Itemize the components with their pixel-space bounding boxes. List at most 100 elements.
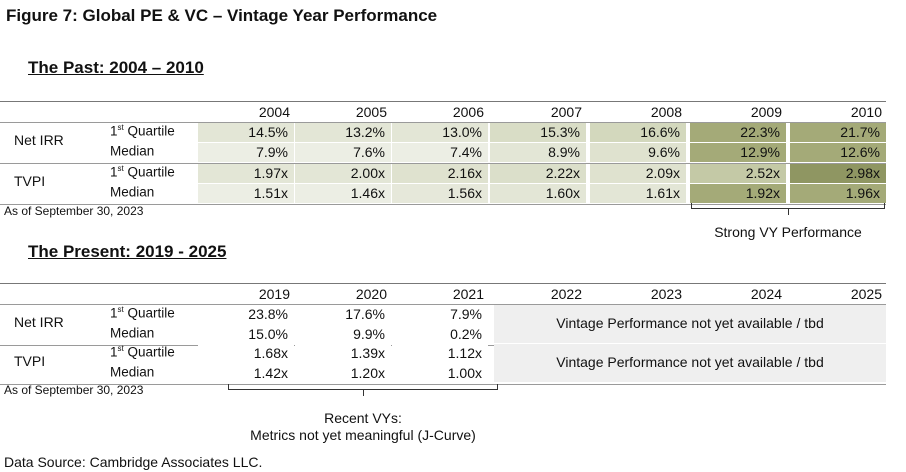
past-year-2005: 2005: [355, 104, 387, 120]
past-year-2007: 2007: [550, 104, 582, 120]
past-value-cell: 1.92x: [690, 184, 786, 203]
past-year-2004: 2004: [258, 104, 290, 120]
figure-title: Figure 7: Global PE & VC – Vintage Year …: [6, 6, 438, 25]
present-value-cell: 1.20x: [295, 364, 391, 383]
past-value-cell: 12.6%: [790, 143, 886, 162]
row-label-sup: st: [117, 344, 124, 353]
present-value-cell: 1.39x: [295, 344, 391, 363]
present-year-2024: 2024: [750, 286, 782, 302]
past-value-cell: 1.46x: [295, 184, 391, 203]
recent-vy-bracket: [228, 384, 498, 390]
present-as-of-note: As of September 30, 2023: [4, 383, 144, 397]
past-value-cell: 22.3%: [690, 123, 786, 142]
past-value-cell: 9.6%: [590, 143, 686, 162]
present-value-cell: 1.00x: [392, 364, 488, 383]
present-year-2022: 2022: [550, 286, 582, 302]
present-na-block-1: [494, 344, 886, 382]
present-value-cell: 1.42x: [198, 364, 294, 383]
past-group-label-1: TVPI: [14, 173, 46, 189]
row-label-sup: st: [117, 305, 124, 314]
row-label-rest: Quartile: [123, 164, 175, 180]
row-label-main: 1: [110, 344, 118, 360]
past-year-2008: 2008: [650, 104, 682, 120]
present-row-label-1-1: Median: [110, 364, 154, 380]
past-value-cell: 13.2%: [295, 123, 391, 142]
present-year-2021: 2021: [452, 286, 484, 302]
present-value-cell: 0.2%: [392, 325, 488, 344]
present-na-text-1: Vintage Performance not yet available / …: [556, 354, 824, 370]
past-value-cell: 15.3%: [490, 123, 586, 142]
present-na-block-0: [494, 305, 886, 343]
present-value-cell: 17.6%: [295, 305, 391, 324]
present-value-cell: 1.12x: [392, 344, 488, 363]
row-label-main: 1: [110, 123, 118, 139]
past-group-divider-0: [0, 163, 886, 164]
row-label-sup: st: [117, 123, 124, 132]
present-year-2020: 2020: [355, 286, 387, 302]
recent-vy-callout-line2: Metrics not yet meaningful (J-Curve): [250, 427, 476, 443]
present-year-2025: 2025: [850, 286, 882, 302]
past-value-cell: 12.9%: [690, 143, 786, 162]
present-na-text-0: Vintage Performance not yet available / …: [556, 315, 824, 331]
past-value-cell: 7.4%: [392, 143, 488, 162]
past-value-cell: 14.5%: [198, 123, 294, 142]
past-value-cell: 1.51x: [198, 184, 294, 203]
present-group-label-1: TVPI: [14, 353, 46, 369]
past-year-2009: 2009: [750, 104, 782, 120]
present-year-2019: 2019: [258, 286, 290, 302]
past-value-cell: 1.97x: [198, 164, 294, 183]
past-section-title: The Past: 2004 – 2010: [28, 58, 204, 77]
row-label-main: Median: [110, 325, 155, 341]
row-label-sup: st: [117, 164, 124, 173]
past-year-2010: 2010: [850, 104, 882, 120]
present-value-cell: 23.8%: [198, 305, 294, 324]
present-value-cell: 1.68x: [198, 344, 294, 363]
row-label-main: 1: [110, 305, 118, 321]
past-row-label-0-1: Median: [110, 143, 154, 159]
past-value-cell: 2.09x: [590, 164, 686, 183]
row-label-main: 1: [110, 164, 118, 180]
past-value-cell: 16.6%: [590, 123, 686, 142]
row-label-main: Median: [110, 143, 155, 159]
past-group-label-0: Net IRR: [14, 132, 64, 148]
past-value-cell: 2.22x: [490, 164, 586, 183]
past-value-cell: 1.60x: [490, 184, 586, 203]
present-year-2023: 2023: [650, 286, 682, 302]
present-row-label-0-0: 1st Quartile: [110, 305, 175, 321]
past-value-cell: 13.0%: [392, 123, 488, 142]
past-as-of-note: As of September 30, 2023: [4, 204, 144, 218]
recent-vy-bracket-tick: [363, 390, 364, 396]
present-value-cell: 7.9%: [392, 305, 488, 324]
present-value-cell: 9.9%: [295, 325, 391, 344]
row-label-rest: Quartile: [123, 344, 175, 360]
present-header-line: [0, 283, 886, 284]
present-section-title: The Present: 2019 - 2025: [28, 242, 227, 261]
past-row-label-1-1: Median: [110, 184, 154, 200]
past-value-cell: 21.7%: [790, 123, 886, 142]
past-value-cell: 1.56x: [392, 184, 488, 203]
past-year-underline: [0, 122, 886, 123]
present-value-cell: 15.0%: [198, 325, 294, 344]
past-value-cell: 7.6%: [295, 143, 391, 162]
past-year-2006: 2006: [452, 104, 484, 120]
strong-vy-bracket: [691, 203, 885, 209]
past-value-cell: 1.96x: [790, 184, 886, 203]
present-row-label-0-1: Median: [110, 325, 154, 341]
row-label-main: Median: [110, 184, 155, 200]
past-value-cell: 8.9%: [490, 143, 586, 162]
past-value-cell: 2.00x: [295, 164, 391, 183]
present-group-label-0: Net IRR: [14, 314, 64, 330]
recent-vy-callout-line1: Recent VYs:: [324, 410, 402, 426]
past-group-divider-1: [0, 204, 886, 205]
past-header-line: [0, 101, 886, 102]
strong-vy-bracket-tick: [788, 209, 789, 215]
past-row-label-0-0: 1st Quartile: [110, 123, 175, 139]
present-group-divider-1: [0, 384, 886, 385]
data-source: Data Source: Cambridge Associates LLC.: [4, 454, 263, 470]
present-row-label-1-0: 1st Quartile: [110, 344, 175, 360]
past-value-cell: 7.9%: [198, 143, 294, 162]
row-label-rest: Quartile: [123, 123, 175, 139]
strong-vy-callout: Strong VY Performance: [714, 224, 862, 240]
past-value-cell: 2.52x: [690, 164, 786, 183]
row-label-rest: Quartile: [123, 305, 175, 321]
